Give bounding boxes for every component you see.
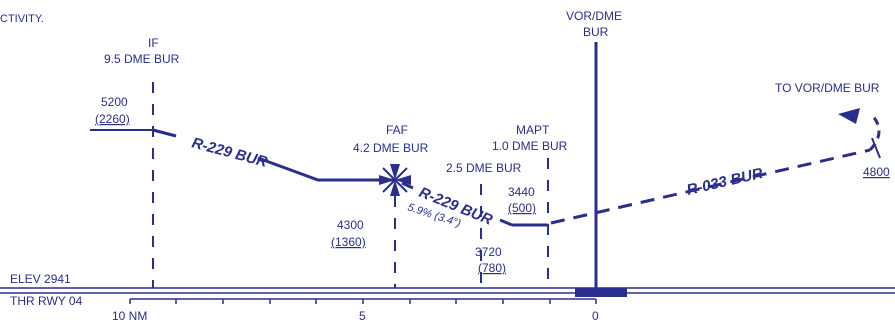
distance-label-0: 0 [592, 309, 599, 323]
distance-scale-ticks [129, 299, 597, 304]
if-dme-label: 9.5 DME BUR [104, 52, 180, 66]
faf-maltese-cross-icon [379, 164, 411, 196]
if-altitude-agl: (2260) [95, 112, 130, 126]
mda-altitude-agl: (500) [508, 201, 536, 215]
navaid-label-line1: VOR/DME [566, 9, 622, 23]
stepdown-altitude-agl: (780) [478, 261, 506, 275]
final-descent-path [401, 181, 414, 190]
mapt-dme-label: 1.0 DME BUR [492, 139, 568, 153]
if-altitude: 5200 [101, 95, 128, 109]
faf-altitude-agl: (1360) [331, 235, 366, 249]
distance-label-10nm: 10 NM [112, 309, 147, 323]
missed-approach-label: TO VOR/DME BUR [775, 81, 880, 95]
missed-hold-arrow-icon [838, 108, 860, 124]
final-descent-path-2 [499, 218, 513, 227]
header-fragment: CTIVITY. [0, 13, 44, 25]
faf-dme-label: 4.2 DME BUR [353, 141, 429, 155]
distance-label-5: 5 [359, 309, 366, 323]
intermediate-descent-path-2 [257, 156, 395, 182]
field-elevation-label: ELEV 2941 [10, 272, 71, 286]
stepdown-dme-label: 2.5 DME BUR [446, 161, 522, 175]
faf-altitude: 4300 [337, 218, 364, 232]
missed-hold-turn [868, 114, 881, 152]
missed-course-label: R-033 BUR [685, 165, 765, 199]
missed-approach-path [550, 148, 871, 225]
missed-hold-fix-mark [871, 137, 881, 159]
missed-hold-altitude: 4800 [863, 165, 890, 179]
navaid-label-line2: BUR [583, 25, 609, 39]
threshold-label: THR RWY 04 [10, 294, 83, 308]
intermediate-descent-path [152, 128, 177, 138]
initial-course-label: R-229 BUR [190, 134, 269, 171]
mapt-label: MAPT [516, 123, 550, 137]
if-label: IF [148, 36, 159, 50]
faf-label: FAF [386, 123, 408, 137]
runway-bar [575, 288, 627, 297]
stepdown-altitude: 3720 [475, 245, 502, 259]
mda-altitude: 3440 [508, 185, 535, 199]
